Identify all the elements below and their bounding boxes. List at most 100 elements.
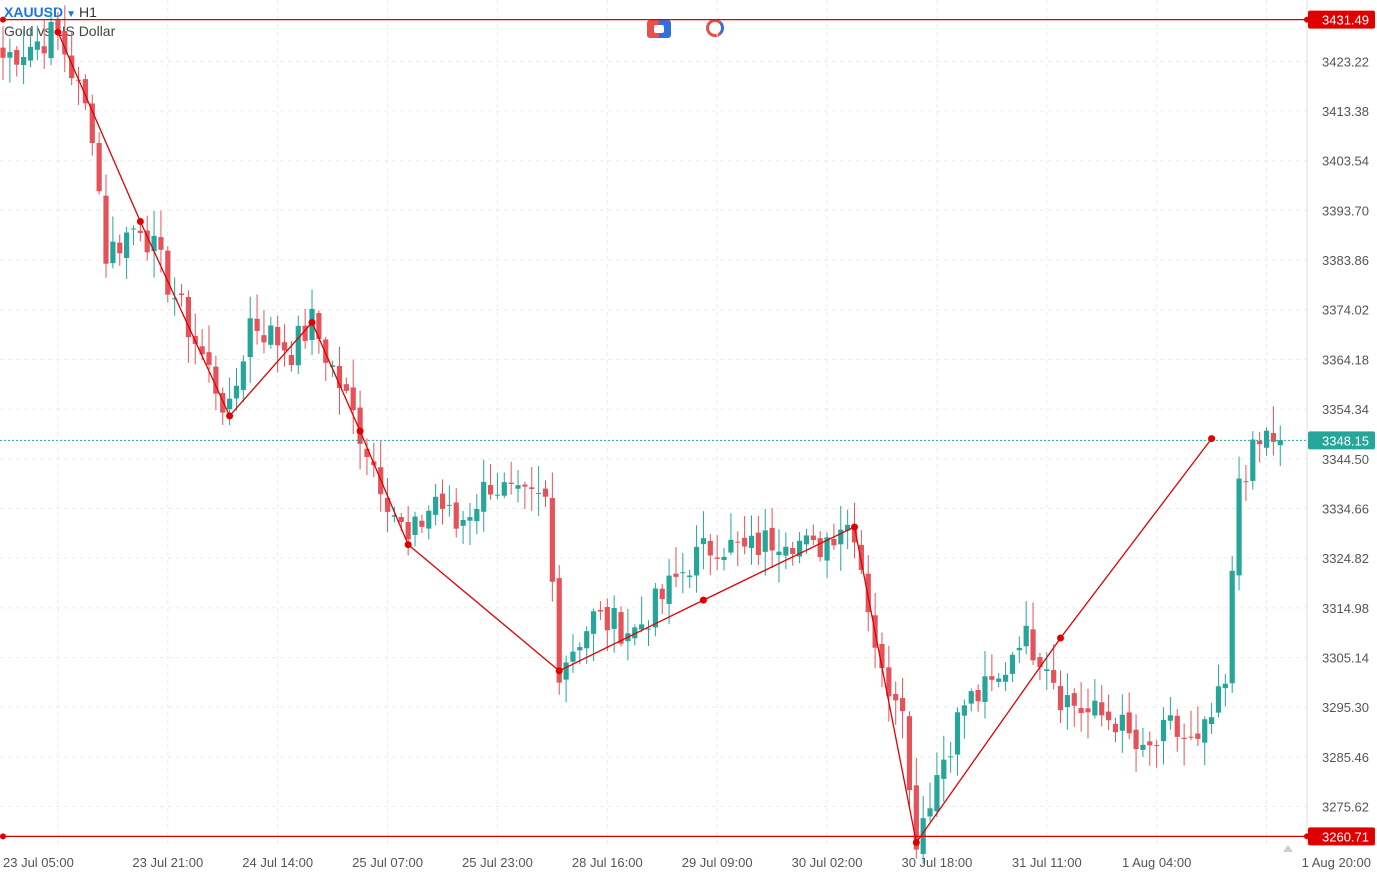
candle-body	[398, 517, 404, 522]
candle	[336, 346, 343, 415]
candle	[467, 502, 473, 546]
level-price-label: 3260.71	[1322, 829, 1369, 844]
candle-body	[954, 712, 961, 755]
candle-body	[639, 624, 645, 630]
candle-body	[7, 52, 13, 58]
candle-body	[364, 448, 370, 458]
candle	[1195, 706, 1201, 746]
candle-body	[247, 318, 253, 358]
candle	[687, 569, 693, 588]
candle-body	[989, 676, 995, 680]
candle	[481, 459, 487, 532]
x-tick-label: 25 Jul 07:00	[352, 855, 423, 870]
current-price-label: 3348.15	[1322, 433, 1369, 448]
candle	[742, 516, 748, 555]
candle-body	[742, 537, 748, 547]
indicator-circle-icon[interactable]	[706, 19, 724, 37]
candle-body	[412, 516, 418, 535]
candle	[446, 485, 452, 517]
candle-body	[1215, 686, 1222, 713]
x-tick-label: 1 Aug 04:00	[1122, 855, 1191, 870]
candle	[1051, 644, 1057, 690]
candle-body	[336, 366, 343, 388]
candle	[639, 596, 645, 633]
candle	[982, 651, 988, 719]
candle	[618, 606, 624, 647]
zigzag-point	[1208, 435, 1216, 443]
candle	[1263, 427, 1270, 456]
symbol-selector[interactable]: XAUUSD	[4, 4, 64, 20]
candle	[1236, 456, 1242, 591]
candle	[1064, 673, 1070, 730]
candle-body	[961, 705, 967, 716]
candle	[144, 215, 150, 261]
candle	[419, 514, 425, 534]
candle	[563, 655, 569, 703]
candle	[707, 533, 713, 575]
candle	[899, 677, 906, 739]
candle	[1181, 723, 1187, 766]
candle-body	[687, 575, 693, 578]
compare-icon[interactable]	[647, 20, 671, 38]
y-tick-label: 3314.98	[1322, 601, 1369, 616]
candle-body	[96, 142, 102, 192]
candle-body	[1174, 715, 1180, 737]
candle	[453, 488, 459, 538]
candle-body	[165, 250, 171, 295]
candle	[652, 582, 658, 637]
candle-body	[618, 612, 624, 644]
candle-body	[1147, 741, 1153, 746]
candle-body	[508, 482, 514, 484]
candle-body	[1051, 669, 1057, 683]
candle	[632, 624, 638, 646]
y-tick-label: 3285.46	[1322, 750, 1369, 765]
candle-body	[824, 537, 830, 561]
candle	[714, 534, 720, 571]
candle-body	[419, 520, 425, 527]
candle	[879, 632, 885, 688]
candle-body	[817, 538, 823, 558]
candle-body	[790, 547, 796, 554]
candle-body	[1064, 695, 1070, 708]
candle	[604, 598, 610, 652]
candle	[1147, 731, 1153, 766]
candle-body	[851, 528, 858, 543]
candle	[69, 32, 75, 86]
candle	[1277, 425, 1283, 467]
candle-body	[178, 293, 185, 296]
candle	[494, 473, 501, 500]
level-handle	[0, 833, 6, 840]
candle	[1188, 710, 1194, 741]
candle-body	[117, 242, 123, 254]
candle-body	[275, 326, 281, 346]
candle-body	[632, 627, 638, 639]
candle-body	[1071, 693, 1077, 706]
candle-body	[144, 230, 150, 253]
x-tick-label: 23 Jul 05:00	[3, 855, 74, 870]
zigzag-point	[555, 667, 563, 675]
candle	[1105, 694, 1112, 731]
candle-body	[137, 230, 143, 233]
candle-body	[556, 578, 562, 683]
x-tick-label: 24 Jul 14:00	[242, 855, 313, 870]
candle	[412, 511, 418, 547]
candle-body	[728, 539, 734, 553]
y-tick-label: 3295.30	[1322, 700, 1369, 715]
candle	[748, 515, 755, 565]
candle-body	[501, 482, 507, 496]
timeframe-label[interactable]: H1	[79, 4, 97, 20]
candle-body	[1181, 737, 1187, 740]
candle	[941, 735, 947, 802]
candle	[1126, 692, 1132, 740]
candle-body	[783, 546, 789, 556]
candle-body	[982, 676, 988, 702]
candle	[62, 5, 68, 73]
candle	[755, 515, 761, 565]
candle	[851, 502, 858, 559]
candles	[0, 5, 1283, 864]
y-tick-label: 3275.62	[1322, 800, 1369, 815]
candle-body	[810, 535, 816, 541]
chevron-down-icon[interactable]: ▼	[66, 9, 77, 20]
zigzag-point	[308, 318, 316, 326]
